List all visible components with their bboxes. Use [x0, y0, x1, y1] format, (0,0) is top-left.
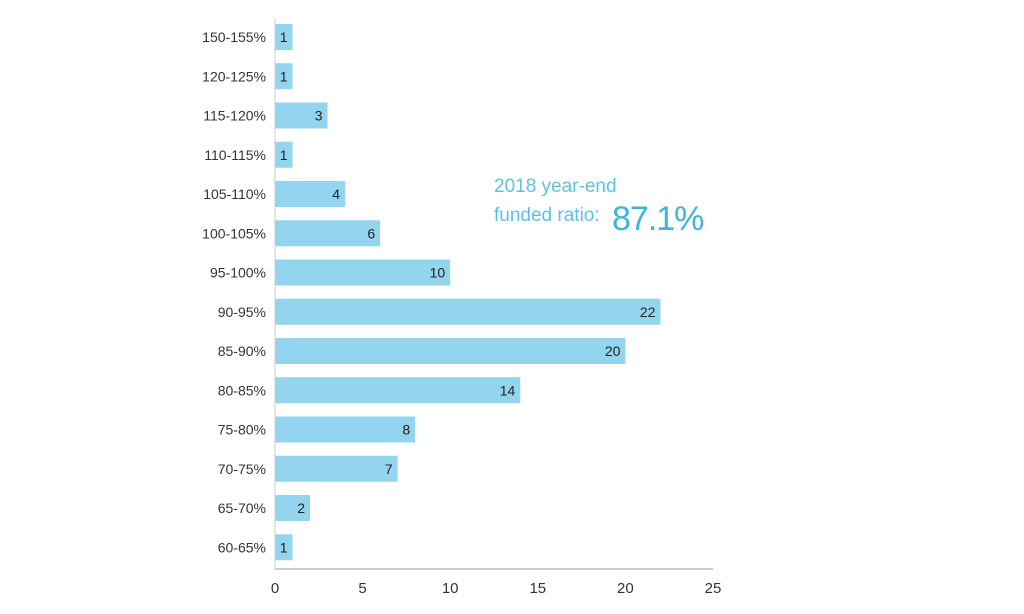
bar-100-105%	[275, 220, 381, 247]
category-label: 100-105%	[202, 225, 266, 241]
x-tick-label: 5	[358, 580, 366, 597]
bar-70-75%	[275, 455, 398, 482]
category-label: 115-120%	[203, 108, 266, 124]
x-tick-label: 25	[705, 580, 722, 597]
value-label: 1	[280, 29, 288, 45]
bar-150-155%	[275, 24, 293, 50]
value-label: 4	[332, 186, 340, 202]
bar-110-115%	[275, 141, 293, 168]
bar-90-95%	[275, 298, 661, 325]
value-label: 1	[280, 147, 288, 163]
x-tick-label: 10	[442, 580, 459, 597]
value-label: 22	[640, 304, 656, 320]
annotation-line2: funded ratio:	[494, 205, 600, 226]
bar-105-110%	[275, 181, 346, 207]
bar-85-90%	[275, 338, 626, 364]
value-label: 1	[280, 539, 288, 555]
value-label: 7	[385, 461, 393, 477]
value-label: 2	[297, 500, 305, 516]
category-label: 95-100%	[210, 265, 266, 281]
category-label: 120-125%	[202, 68, 266, 84]
x-tick-label: 0	[271, 580, 279, 597]
category-label: 80-85%	[218, 382, 266, 398]
bar-65-70%	[275, 495, 311, 521]
annotation-value: 87.1%	[612, 200, 704, 238]
bar-80-85%	[275, 377, 521, 404]
category-label: 65-70%	[218, 500, 266, 516]
bar-120-125%	[275, 63, 293, 90]
bar-115-120%	[275, 102, 328, 129]
bars-group	[275, 24, 661, 561]
category-labels-group: 150-155% 120-125% 115-120% 110-115% 105-110%…	[202, 29, 266, 555]
x-tick-labels-group: 0 5 10 15 20 25	[271, 580, 722, 597]
x-tick-label: 20	[617, 580, 634, 597]
bar-95-100%	[275, 259, 451, 286]
bar-60-65%	[275, 534, 293, 561]
category-label: 90-95%	[218, 304, 266, 320]
category-label: 110-115%	[204, 147, 266, 163]
category-label: 60-65%	[218, 539, 266, 555]
value-label: 14	[500, 382, 516, 398]
value-label: 10	[430, 265, 446, 281]
value-label: 8	[402, 422, 410, 438]
category-label: 75-80%	[218, 422, 266, 438]
value-label: 6	[367, 225, 375, 241]
annotation-line1: 2018 year-end	[494, 176, 617, 197]
annotation: 2018 year-end funded ratio: 87.1%	[494, 176, 705, 238]
category-label: 150-155%	[202, 29, 266, 45]
value-label: 20	[605, 343, 621, 359]
bar-75-80%	[275, 416, 416, 443]
category-label: 70-75%	[218, 461, 266, 477]
category-label: 85-90%	[218, 343, 266, 359]
category-label: 105-110%	[203, 186, 266, 202]
value-label: 3	[315, 108, 323, 124]
value-label: 1	[280, 68, 288, 84]
x-tick-label: 15	[529, 580, 546, 597]
